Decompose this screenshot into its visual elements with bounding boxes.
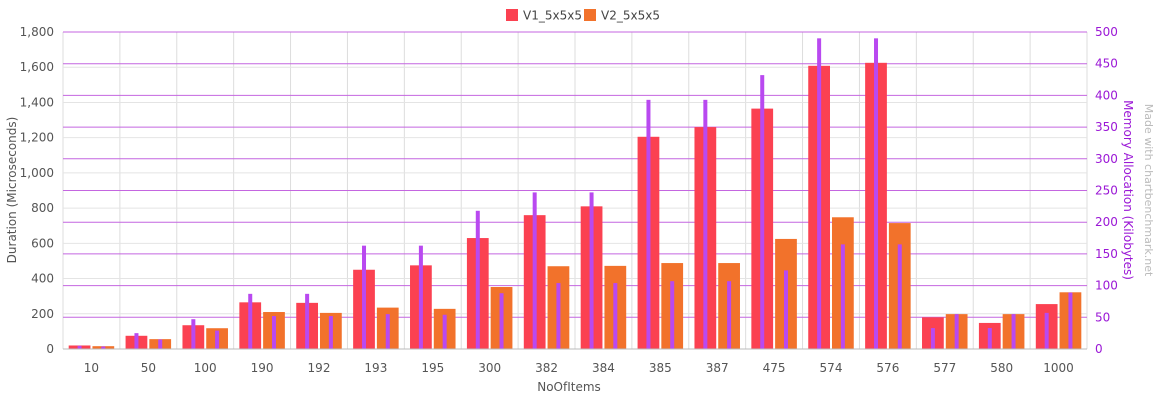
memory-bar-v1 xyxy=(817,38,822,350)
y2-tick-label: 250 xyxy=(1095,184,1118,198)
x-tick-label: 576 xyxy=(876,361,899,375)
memory-bar-v2 xyxy=(783,270,788,349)
memory-bar-v2 xyxy=(101,346,106,349)
y-tick-label: 400 xyxy=(31,272,54,286)
y2-tick-label: 450 xyxy=(1095,57,1118,71)
x-tick-label: 50 xyxy=(141,361,156,375)
y-tick-label: 200 xyxy=(31,307,54,321)
x-tick-label: 195 xyxy=(421,361,444,375)
x-tick-label: 475 xyxy=(763,361,786,375)
memory-bar-v1 xyxy=(930,328,935,349)
memory-bar-v1 xyxy=(248,293,253,349)
memory-bar-v2 xyxy=(897,244,902,349)
memory-bar-v1 xyxy=(1044,312,1049,349)
memory-bar-v1 xyxy=(305,293,310,349)
x-tick-label: 300 xyxy=(478,361,501,375)
x-axis-title: NoOfItems xyxy=(537,380,601,394)
x-tick-label: 384 xyxy=(592,361,615,375)
x-tick-label: 577 xyxy=(933,361,956,375)
y-tick-label: 800 xyxy=(31,201,54,215)
memory-bar-v2 xyxy=(385,314,390,349)
x-tick-label: 1000 xyxy=(1043,361,1074,375)
memory-bar-v2 xyxy=(670,281,675,349)
memory-bar-v2 xyxy=(328,316,333,349)
memory-bar-v1 xyxy=(475,210,480,349)
y2-tick-label: 400 xyxy=(1095,88,1118,102)
memory-bar-v2 xyxy=(556,283,561,349)
y-tick-label: 1,400 xyxy=(20,95,54,109)
grid xyxy=(62,31,1088,350)
y2-tick-label: 100 xyxy=(1095,279,1118,293)
memory-bar-v2 xyxy=(271,316,276,349)
memory-bar-v1 xyxy=(418,245,423,349)
memory-bar-v1 xyxy=(703,99,708,349)
x-tick-label: 192 xyxy=(308,361,331,375)
y-tick-label: 1,000 xyxy=(20,166,54,180)
x-tick-label: 193 xyxy=(364,361,387,375)
memory-bar-v2 xyxy=(840,244,845,349)
memory-bar-v2 xyxy=(442,314,447,349)
memory-bar-v2 xyxy=(1011,314,1016,349)
legend: V1_5x5x5 V2_5x5x5 xyxy=(506,9,660,23)
legend-swatch-v1 xyxy=(506,9,518,21)
y2-tick-label: 300 xyxy=(1095,152,1118,166)
x-tick-label: 574 xyxy=(820,361,843,375)
memory-bar-v1 xyxy=(134,333,139,349)
memory-bar-v1 xyxy=(760,75,765,349)
axes: Duration (Microseconds) Memory Allocatio… xyxy=(5,25,1154,394)
y2-tick-label: 350 xyxy=(1095,120,1118,134)
memory-bar-v2 xyxy=(613,283,618,349)
y2-tick-label: 0 xyxy=(1095,342,1103,356)
y2-tick-label: 50 xyxy=(1095,310,1110,324)
x-tick-label: 385 xyxy=(649,361,672,375)
memory-bar-v2 xyxy=(499,293,504,349)
watermark: Made with chartbenchmark.net xyxy=(1142,104,1154,277)
x-tick-label: 382 xyxy=(535,361,558,375)
x-tick-label: 387 xyxy=(706,361,729,375)
y-axis-title: Duration (Microseconds) xyxy=(5,117,19,264)
memory-bar-v1 xyxy=(362,245,367,349)
y-tick-label: 1,600 xyxy=(20,60,54,74)
y-tick-label: 0 xyxy=(46,342,54,356)
memory-bar-v1 xyxy=(589,192,594,349)
memory-bar-v2 xyxy=(727,281,732,349)
legend-label-v1: V1_5x5x5 xyxy=(523,9,582,23)
memory-bars xyxy=(77,38,1073,350)
x-tick-label: 100 xyxy=(194,361,217,375)
x-tick-label: 190 xyxy=(251,361,274,375)
y2-tick-label: 150 xyxy=(1095,247,1118,261)
memory-bar-v1 xyxy=(874,38,879,350)
y2-tick-label: 500 xyxy=(1095,25,1118,39)
legend-swatch-v2 xyxy=(584,9,596,21)
y2-tick-label: 200 xyxy=(1095,215,1118,229)
y2-axis-title: Memory Allocation (Kilobytes) xyxy=(1121,100,1135,280)
memory-bar-v2 xyxy=(215,330,220,349)
memory-bar-v2 xyxy=(158,339,163,349)
x-tick-label: 10 xyxy=(84,361,99,375)
memory-bar-v1 xyxy=(77,345,82,349)
memory-bar-v1 xyxy=(646,99,651,349)
y-tick-label: 600 xyxy=(31,236,54,250)
y-tick-label: 1,800 xyxy=(20,25,54,39)
memory-bar-v2 xyxy=(954,314,959,349)
memory-bar-v1 xyxy=(532,192,537,349)
y-tick-label: 1,200 xyxy=(20,131,54,145)
memory-bar-v2 xyxy=(1068,292,1073,349)
x-tick-label: 580 xyxy=(990,361,1013,375)
memory-bar-v1 xyxy=(987,328,992,349)
legend-label-v2: V2_5x5x5 xyxy=(601,9,660,23)
memory-bar-v1 xyxy=(191,319,196,349)
